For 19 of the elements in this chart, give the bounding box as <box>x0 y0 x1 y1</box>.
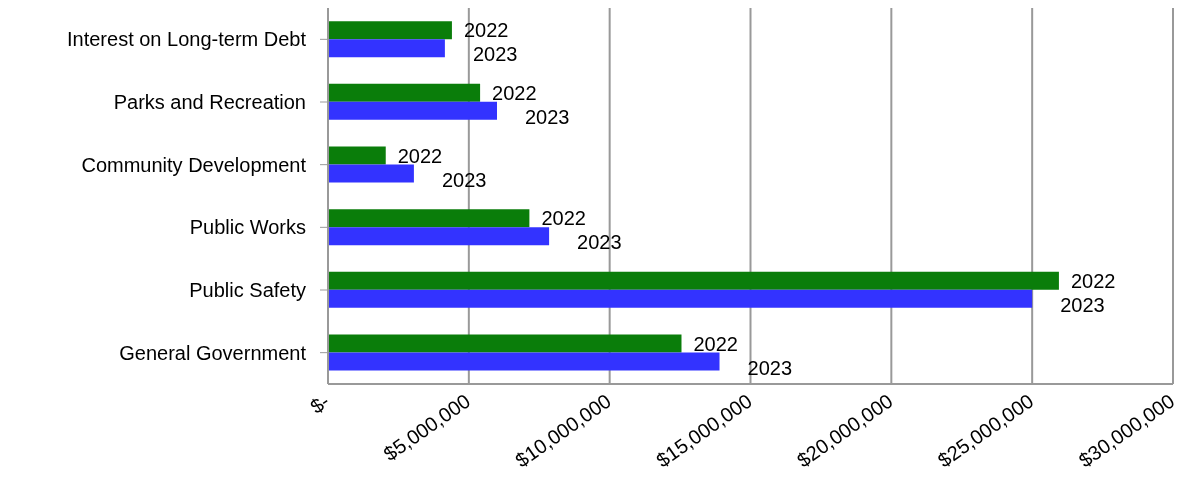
text: 2023 <box>747 356 793 379</box>
text: 2022 <box>541 207 586 230</box>
series-label: 2022 <box>463 19 509 42</box>
text: 2022 <box>397 144 443 167</box>
y-tick-label: Community Development <box>81 153 307 176</box>
y-tick-label: General Government <box>119 341 307 364</box>
text: 2023 <box>525 106 570 129</box>
series-label: 2023 <box>472 43 518 66</box>
x-tick-label: $- <box>306 389 334 418</box>
text: 2022 <box>1070 270 1116 293</box>
text: 2023 <box>1060 294 1105 317</box>
text: 2022 <box>492 82 537 105</box>
y-tick-label: Parks and Recreation <box>113 91 306 114</box>
y-tick-label: Public Safety <box>189 279 306 302</box>
text: 2023 <box>441 168 487 191</box>
y-tick-label: Interest on Long-term Debt <box>66 28 307 51</box>
y-tick-label: Public Works <box>189 216 306 239</box>
text: 2022 <box>693 332 738 355</box>
text: 2023 <box>577 231 622 254</box>
